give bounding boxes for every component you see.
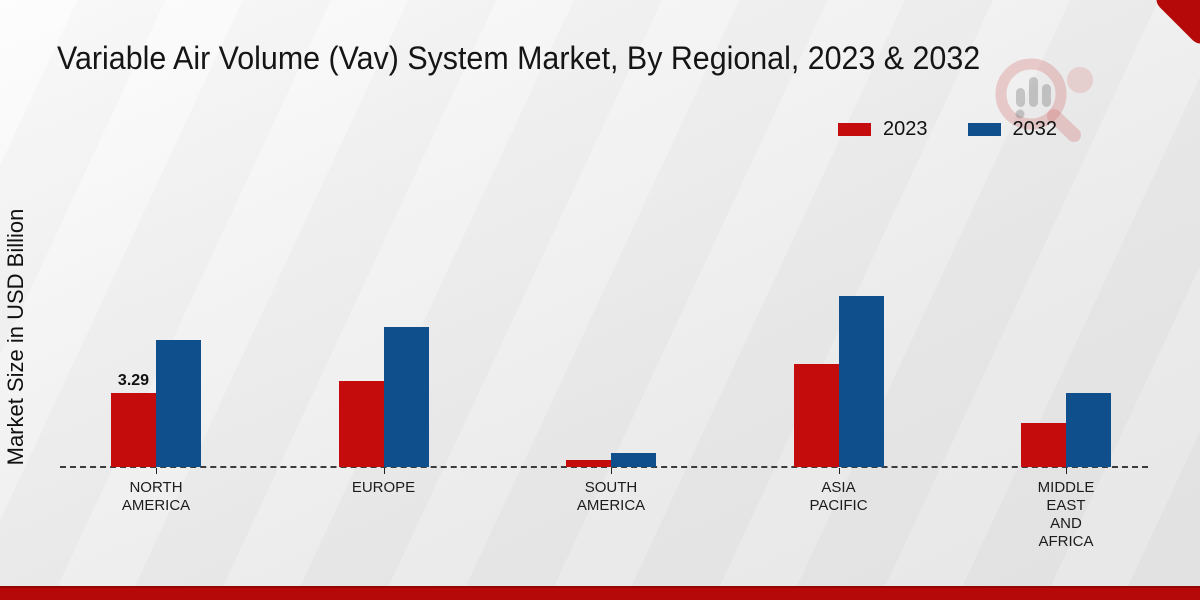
bar-2023-middle-east-and-africa <box>1021 423 1066 467</box>
category-label-asia-pacific: ASIA PACIFIC <box>809 479 868 514</box>
legend-swatch-2032 <box>967 123 1001 136</box>
bar-2032-north-america <box>156 340 201 467</box>
category-label-north-america: NORTH AMERICA <box>121 479 191 514</box>
chart-title: Variable Air Volume (Vav) System Market,… <box>57 40 981 76</box>
legend-label-2023: 2023 <box>883 118 928 140</box>
bar-2023-asia-pacific <box>793 364 839 467</box>
legend-item-2023: 2023 <box>838 118 928 141</box>
bar-2032-europe <box>383 327 429 467</box>
legend: 2023 2032 <box>838 118 1057 141</box>
x-axis-tick-europe <box>383 468 385 474</box>
x-axis-baseline <box>60 466 1148 468</box>
x-axis-tick-south-america <box>611 468 612 474</box>
x-axis-tick-north-america <box>156 468 157 474</box>
x-axis-tick-middle-east-and-africa <box>1066 468 1067 474</box>
footer-accent-strip <box>0 586 1200 600</box>
legend-item-2032: 2032 <box>967 118 1058 141</box>
category-label-middle-east-and-africa: MIDDLE EAST AND AFRICA <box>1037 479 1095 550</box>
magnifier-bar-chart-logo-icon <box>985 52 1095 149</box>
bar-2032-asia-pacific <box>838 296 884 467</box>
bar-2032-south-america <box>611 453 656 467</box>
bar-value-label-2023-north-america: 3.29 <box>117 372 150 389</box>
bar-2023-south-america <box>566 460 611 467</box>
category-label-south-america: SOUTH AMERICA <box>576 479 646 514</box>
bar-2032-middle-east-and-africa <box>1066 393 1111 467</box>
legend-label-2032: 2032 <box>1012 118 1058 140</box>
category-label-europe: EUROPE <box>351 479 416 496</box>
bar-2023-north-america <box>111 393 156 467</box>
x-axis-tick-asia-pacific <box>838 468 840 474</box>
bar-2023-europe <box>338 381 384 467</box>
legend-swatch-2023 <box>838 123 871 136</box>
